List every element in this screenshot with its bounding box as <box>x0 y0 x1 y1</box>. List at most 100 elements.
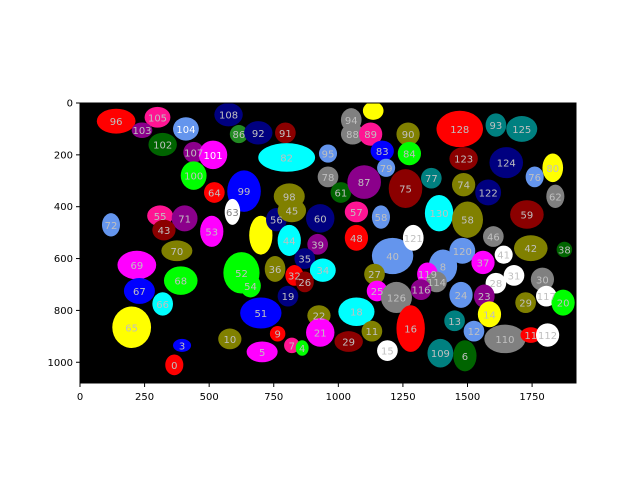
region-107 <box>183 141 205 163</box>
region-label-55: 55 <box>154 212 167 223</box>
region-label-4: 4 <box>299 344 305 355</box>
region-label-10: 10 <box>223 335 236 346</box>
region-label-57: 57 <box>350 208 363 219</box>
region-5 <box>246 341 278 363</box>
region-label-29b: 29 <box>519 299 532 310</box>
region-label-53: 53 <box>205 227 218 238</box>
region-label-36: 36 <box>269 265 282 276</box>
region-label-123: 123 <box>454 155 473 166</box>
region-label-41: 41 <box>497 251 510 262</box>
region-label-26: 26 <box>298 278 311 289</box>
region-label-130: 130 <box>430 209 449 220</box>
region-label-89: 89 <box>364 130 377 141</box>
y-tick-label: 800 <box>54 306 73 317</box>
region-label-69: 69 <box>130 261 143 272</box>
region-label-66: 66 <box>156 300 169 311</box>
region-shapes <box>96 103 575 376</box>
region-29b <box>515 292 536 314</box>
region-label-22: 22 <box>313 312 326 323</box>
region-label-107: 107 <box>184 148 203 159</box>
region-114 <box>426 271 447 293</box>
region-21 <box>306 318 335 347</box>
region-42 <box>514 235 548 262</box>
region-label-104: 104 <box>176 125 195 136</box>
region-label-0: 0 <box>171 361 177 372</box>
y-tick-label: 600 <box>54 254 73 265</box>
y-tick-label: 1000 <box>48 358 73 369</box>
region-95 <box>318 144 338 163</box>
region-36 <box>264 255 286 282</box>
region-15 <box>377 340 398 361</box>
region-123 <box>449 147 478 171</box>
region-label-28: 28 <box>490 279 503 290</box>
region-27 <box>364 263 385 285</box>
region-18 <box>338 297 375 326</box>
x-tick-label: 1500 <box>455 392 480 403</box>
region-label-105: 105 <box>148 113 167 124</box>
region-label-61: 61 <box>335 188 348 199</box>
region-label-25: 25 <box>371 287 384 298</box>
region-label-11b: 11 <box>524 331 537 342</box>
region-0 <box>165 354 184 376</box>
region-label-64: 64 <box>208 188 221 199</box>
region-label-67: 67 <box>133 287 146 298</box>
region-label-14: 14 <box>483 310 496 321</box>
region-label-51: 51 <box>254 309 267 320</box>
region-67 <box>123 278 155 304</box>
region-43 <box>152 219 176 241</box>
region-40 <box>371 237 414 275</box>
region-label-8: 8 <box>440 262 446 273</box>
x-tick-label: 750 <box>264 392 283 403</box>
region-122 <box>475 179 502 206</box>
region-109 <box>427 338 454 368</box>
region-label-121: 121 <box>404 234 423 245</box>
region-label-96: 96 <box>110 117 123 128</box>
region-62 <box>546 184 565 208</box>
region-37 <box>471 250 495 275</box>
region-label-128: 128 <box>450 125 469 136</box>
region-label-65: 65 <box>125 323 138 334</box>
region-label-9: 9 <box>274 330 280 341</box>
region-label-58: 58 <box>375 213 388 224</box>
region-82 <box>258 143 316 172</box>
region-7 <box>284 337 300 354</box>
region-14 <box>477 301 502 328</box>
x-tick-label: 250 <box>135 392 154 403</box>
region-58b <box>452 201 483 238</box>
region-31 <box>503 265 525 286</box>
region-58 <box>371 205 391 229</box>
region-label-80: 80 <box>546 164 559 175</box>
region-39 <box>307 233 328 255</box>
region-label-68: 68 <box>174 277 187 288</box>
region-3 <box>173 338 192 352</box>
region-79 <box>377 158 396 177</box>
x-tick-label: 1250 <box>390 392 415 403</box>
region-label-114: 114 <box>427 278 446 289</box>
region-label-92: 92 <box>252 129 265 140</box>
x-tick-label: 1000 <box>326 392 351 403</box>
region-75 <box>388 169 423 208</box>
region-label-125: 125 <box>512 125 531 136</box>
region-64 <box>204 182 225 203</box>
region-label-79: 79 <box>380 164 393 175</box>
region-label-109: 109 <box>431 349 450 360</box>
region-87 <box>347 165 381 199</box>
region-label-102: 102 <box>153 140 172 151</box>
region-label-101: 101 <box>203 151 222 162</box>
region-label-88: 88 <box>346 130 359 141</box>
region-label-40: 40 <box>386 252 399 263</box>
region-label-37: 37 <box>477 258 490 269</box>
region-label-46: 46 <box>487 233 500 244</box>
region-label-31: 31 <box>508 271 521 282</box>
region-130 <box>424 195 454 232</box>
region-label-7: 7 <box>289 341 295 352</box>
region-label-27: 27 <box>368 270 381 281</box>
region-121 <box>402 224 424 251</box>
region-30 <box>530 267 555 291</box>
region-label-42: 42 <box>524 244 537 255</box>
region-label-124: 124 <box>497 159 516 170</box>
region-78 <box>317 166 339 188</box>
region-label-70: 70 <box>171 247 184 258</box>
region-label-91: 91 <box>279 129 292 140</box>
